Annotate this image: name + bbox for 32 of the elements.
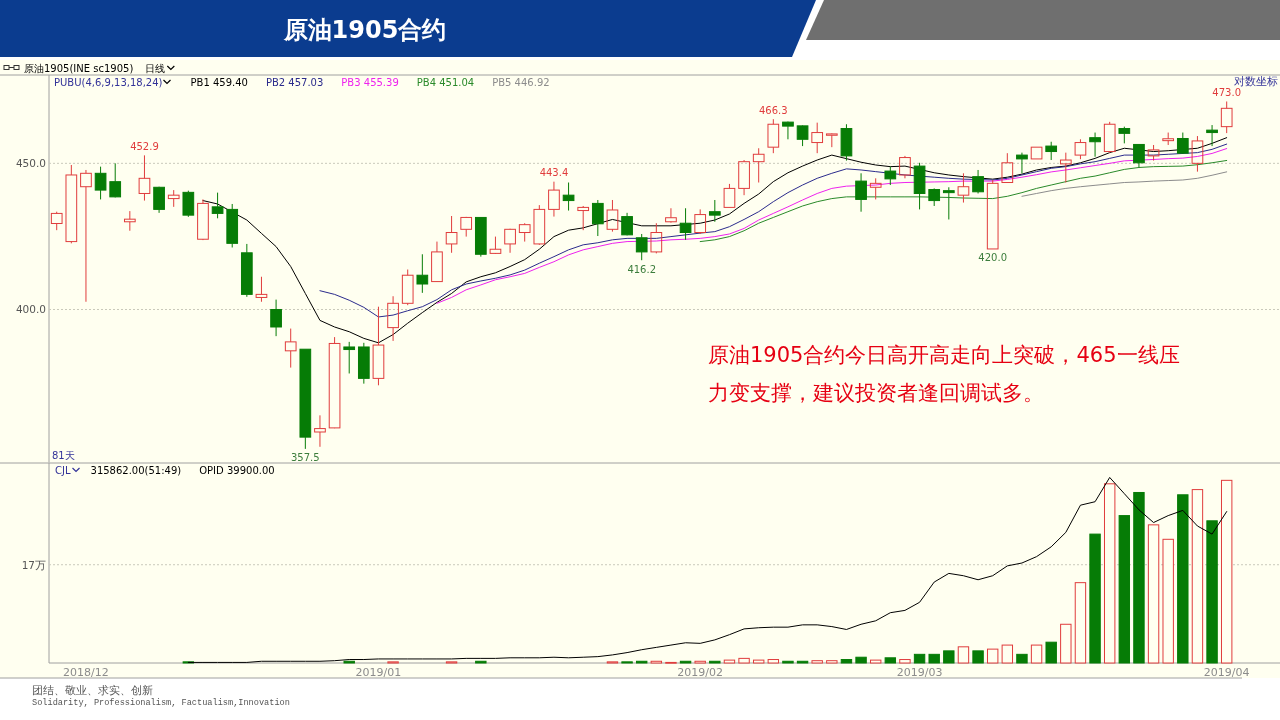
chart-title: 原油1905合约 <box>282 16 447 44</box>
text: 443.4 <box>539 167 569 179</box>
x-tick-label: 2019/01 <box>355 665 402 679</box>
y-tick-label: 450.0 <box>15 157 46 170</box>
text: Solidarity, Professionalism, Factualism,Innovation <box>32 698 290 708</box>
annotation: 81天 <box>52 449 75 461</box>
annotation: CJL <box>55 464 71 476</box>
text: PB2 457.03 <box>265 76 324 88</box>
annotation: 原油1905合约今日高开高走向上突破，465一线压力变支撑，建议投资者逢回调试多。 <box>708 343 1180 405</box>
annotation: 315862.00(51:49) <box>90 464 182 476</box>
x-tick-label: 2019/04 <box>1203 665 1250 679</box>
chart-subtitle: 原油1905(INE sc1905) <box>24 62 134 74</box>
annotation: 对数坐标 <box>1234 75 1278 87</box>
text: PB5 446.92 <box>492 76 550 88</box>
text: PB3 455.39 <box>341 76 399 88</box>
x-tick-label: 2019/02 <box>677 665 724 679</box>
legend-title: PUBU(4,6,9,13,18,24) <box>54 76 163 88</box>
legend-label: PB1 459.40 <box>190 76 248 88</box>
annotation: OPID 39900.00 <box>199 464 275 476</box>
text: PB4 451.04 <box>416 76 475 88</box>
x-tick-label: 2019/03 <box>896 665 943 679</box>
text: 团结、敬业、求实、创新 <box>32 684 153 696</box>
text: 416.2 <box>627 263 657 275</box>
x-tick-label: 2018/12 <box>63 665 109 679</box>
text: 473.0 <box>1212 86 1242 98</box>
y-tick-label: 17万 <box>21 558 46 571</box>
text: 420.0 <box>978 252 1008 264</box>
text: 452.9 <box>130 140 159 152</box>
y-tick-label: 400.0 <box>15 303 46 316</box>
text: 466.3 <box>759 104 788 116</box>
text: 日线 <box>145 62 166 74</box>
text: 357.5 <box>291 452 320 464</box>
